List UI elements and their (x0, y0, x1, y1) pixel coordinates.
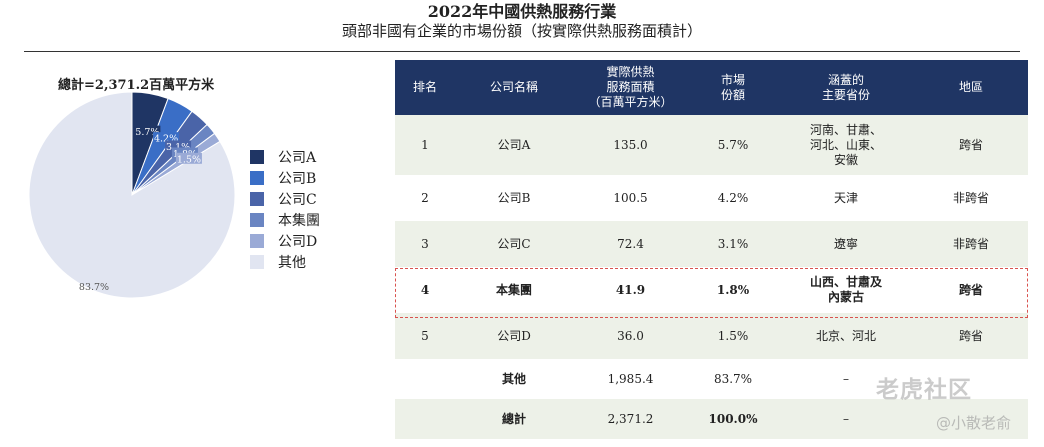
pie-label-bg-2 (153, 132, 180, 144)
legend-item: 本集團 (250, 209, 320, 230)
pie-legend: 公司A 公司B 公司C 本集團公司D 其他 (250, 146, 320, 272)
table-row: 其他 1,985.4 83.7% – (395, 359, 1028, 399)
cell-rank (395, 399, 455, 439)
cell-share: 83.7% (688, 359, 778, 399)
legend-label: 其他 (278, 254, 306, 271)
cell-region: 跨省 (914, 313, 1028, 359)
pie-label-bg-3 (165, 140, 192, 152)
table-row: 1 公司A 135.0 5.7% 河南、甘肅、 河北、山東、 安徽 跨省 (395, 115, 1028, 175)
legend-item: 公司D (250, 230, 320, 251)
pie-label-bg-5 (175, 152, 202, 164)
legend-item: 其他 (250, 251, 320, 272)
header-area: 實際供熱 服務面積 （百萬平方米） (573, 60, 688, 115)
title-line-2: 頭部非國有企業的市場份額（按實際供熱服務面積計） (341, 22, 702, 40)
pie-chart: 5.7%4.2%3.1%1.8%1.5%83.7% (28, 91, 236, 299)
table-header-row: 排名 公司名稱 實際供熱 服務面積 （百萬平方米） 市場 份額 涵蓋的 主要省份 地區 (395, 60, 1028, 115)
cell-rank: 3 (395, 221, 455, 267)
cell-area: 1,985.4 (573, 359, 688, 399)
header-region: 地區 (914, 60, 1028, 115)
legend-label: 公司C (278, 191, 317, 208)
cell-region: 跨省 (914, 115, 1028, 175)
legend-swatch (250, 233, 264, 248)
cell-area: 135.0 (573, 115, 688, 175)
cell-area: 100.5 (573, 175, 688, 221)
cell-provinces: 北京、河北 (778, 313, 914, 359)
legend-swatch (250, 149, 264, 164)
legend-item: 公司A (250, 146, 320, 167)
market-share-table: 排名 公司名稱 實際供熱 服務面積 （百萬平方米） 市場 份額 涵蓋的 主要省份 地區 … (395, 60, 1028, 439)
legend-swatch (250, 212, 264, 227)
legend-swatch (250, 254, 264, 269)
cell-rank: 5 (395, 313, 455, 359)
cell-provinces: 山西、甘肅及 內蒙古 (778, 267, 914, 313)
cell-region: 非跨省 (914, 221, 1028, 267)
cell-rank: 4 (395, 267, 455, 313)
pie-label-3: 3.1% (166, 142, 190, 153)
table-row: 總計 2,371.2 100.0% – (395, 399, 1028, 439)
cell-share: 4.2% (688, 175, 778, 221)
cell-share: 5.7% (688, 115, 778, 175)
cell-provinces: – (778, 399, 914, 439)
cell-company: 總計 (455, 399, 573, 439)
pie-label-5: 1.5% (177, 154, 201, 165)
cell-provinces: 天津 (778, 175, 914, 221)
header-provinces: 涵蓋的 主要省份 (778, 60, 914, 115)
pie-label-6: 83.7% (79, 282, 109, 293)
cell-provinces: 河南、甘肅、 河北、山東、 安徽 (778, 115, 914, 175)
chart-title: 2022年中國供熱服務行業 頭部非國有企業的市場份額（按實際供熱服務面積計） (0, 0, 1044, 41)
pie-label-bg-1 (134, 125, 161, 137)
watermark-author: @小散老俞 (936, 414, 1012, 432)
cell-company: 公司C (455, 221, 573, 267)
cell-provinces: 遼寧 (778, 221, 914, 267)
watermark-site: 老虎社区 (876, 377, 972, 403)
cell-rank: 2 (395, 175, 455, 221)
legend-label: 公司D (278, 233, 318, 250)
legend-label: 本集團 (278, 212, 320, 229)
cell-rank (395, 359, 455, 399)
cell-share: 3.1% (688, 221, 778, 267)
header-rank: 排名 (395, 60, 455, 115)
legend-label: 公司A (278, 149, 317, 166)
table-row: 5 公司D 36.0 1.5% 北京、河北 跨省 (395, 313, 1028, 359)
legend-item: 公司B (250, 167, 320, 188)
cell-area: 72.4 (573, 221, 688, 267)
pie-label-2: 4.2% (154, 134, 178, 145)
cell-area: 41.9 (573, 267, 688, 313)
cell-area: 36.0 (573, 313, 688, 359)
pie-slice-6 (28, 91, 236, 299)
pie-label-1: 5.7% (135, 127, 159, 138)
pie-total-label: 總計=2,371.2百萬平方米 (58, 78, 215, 93)
cell-company: 公司D (455, 313, 573, 359)
cell-share: 100.0% (688, 399, 778, 439)
cell-region (914, 399, 1028, 439)
table-row: 4 本集團 41.9 1.8% 山西、甘肅及 內蒙古 跨省 (395, 267, 1028, 313)
cell-region: 非跨省 (914, 175, 1028, 221)
cell-company: 公司B (455, 175, 573, 221)
legend-swatch (250, 170, 264, 185)
header-company: 公司名稱 (455, 60, 573, 115)
legend-item: 公司C (250, 188, 320, 209)
cell-provinces: – (778, 359, 914, 399)
cell-region (914, 359, 1028, 399)
cell-region: 跨省 (914, 267, 1028, 313)
cell-share: 1.8% (688, 267, 778, 313)
cell-company: 公司A (455, 115, 573, 175)
legend-swatch (250, 191, 264, 206)
table-row: 2 公司B 100.5 4.2% 天津 非跨省 (395, 175, 1028, 221)
cell-share: 1.5% (688, 313, 778, 359)
header-share: 市場 份額 (688, 60, 778, 115)
title-divider (24, 51, 1020, 52)
cell-company: 其他 (455, 359, 573, 399)
title-line-1: 2022年中國供熱服務行業 (427, 2, 617, 21)
cell-area: 2,371.2 (573, 399, 688, 439)
cell-rank: 1 (395, 115, 455, 175)
table-row: 3 公司C 72.4 3.1% 遼寧 非跨省 (395, 221, 1028, 267)
legend-label: 公司B (278, 170, 317, 187)
cell-company: 本集團 (455, 267, 573, 313)
